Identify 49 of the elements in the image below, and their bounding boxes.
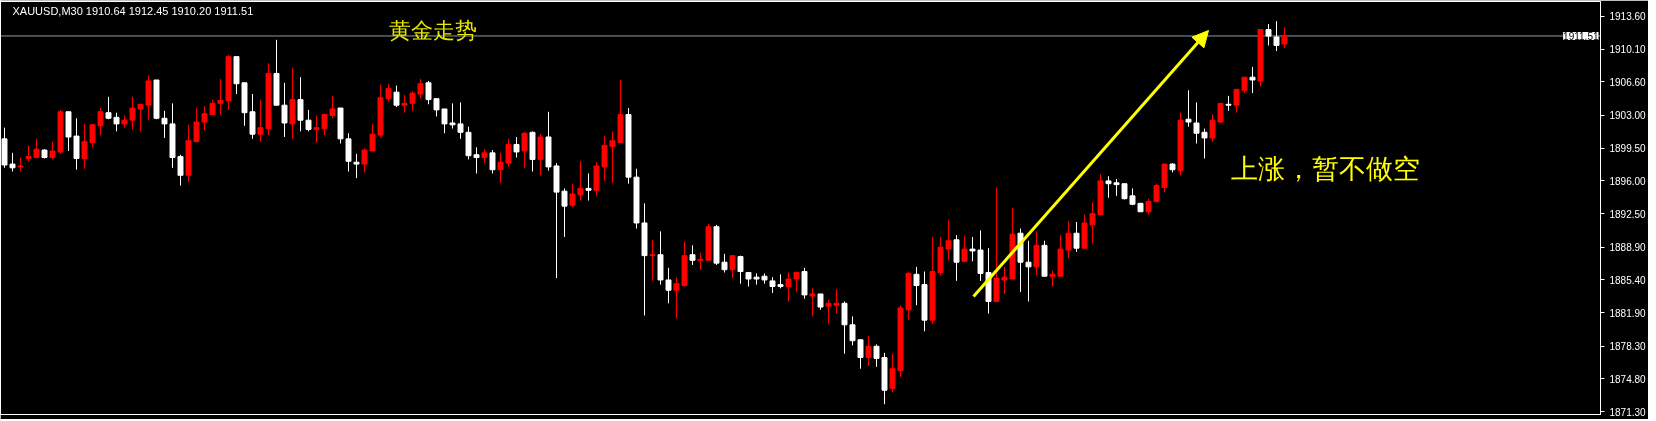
candlestick (1249, 66, 1256, 94)
candlestick (809, 287, 816, 317)
y-tick-label: 1892.50 (1609, 208, 1647, 220)
candlestick (281, 82, 288, 138)
candlestick (785, 271, 792, 302)
candlestick (689, 244, 696, 266)
y-tick-label: 1885.40 (1609, 274, 1647, 286)
candlestick (513, 136, 520, 159)
chart-title: XAUUSD,M30 1910.64 1912.45 1910.20 1911.51 (12, 4, 254, 17)
candlestick (489, 149, 496, 174)
y-tick-label: 1896.00 (1609, 175, 1647, 187)
candlestick (729, 255, 736, 279)
y-tick-label: 1871.30 (1609, 406, 1647, 418)
y-tick-label: 1874.80 (1609, 373, 1647, 385)
candlestick (393, 85, 400, 108)
candlestick (737, 255, 744, 285)
candlestick (801, 267, 808, 300)
ref-line-label: 1911.51 (1563, 30, 1599, 42)
candlestick (665, 267, 672, 304)
candlestick (345, 132, 352, 173)
annotation: 上涨，暂不做空 (1230, 153, 1420, 184)
y-tick-label: 1906.60 (1609, 76, 1647, 88)
candlestick (1281, 26, 1288, 49)
y-tick-label: 1913.60 (1609, 11, 1647, 23)
candlestick (1273, 20, 1280, 52)
y-tick-label: 1910.10 (1609, 44, 1647, 56)
candlestick (353, 153, 360, 179)
candlestick (585, 172, 592, 202)
y-tick-label: 1878.30 (1609, 341, 1647, 353)
y-tick-label: 1903.00 (1609, 110, 1647, 122)
candlestick (1025, 240, 1032, 302)
annotation: 黄金走势 (388, 18, 477, 43)
candlestick (521, 131, 528, 169)
y-tick-label: 1881.90 (1609, 307, 1647, 319)
candlestick (161, 110, 168, 139)
candlestick (537, 133, 544, 176)
candlestick (953, 234, 960, 282)
candlestick (1033, 230, 1040, 276)
candlestick (297, 76, 304, 132)
candlestick (961, 235, 968, 263)
candlestick (1185, 89, 1192, 128)
candlestick (1073, 221, 1080, 253)
candlestick (1265, 23, 1272, 46)
candlestick (865, 335, 872, 367)
candlestick (649, 239, 656, 282)
y-tick-label: 1888.90 (1609, 242, 1647, 254)
candlestick (305, 109, 312, 132)
y-tick-label: 1899.50 (1609, 143, 1647, 155)
candlestick (841, 300, 848, 355)
